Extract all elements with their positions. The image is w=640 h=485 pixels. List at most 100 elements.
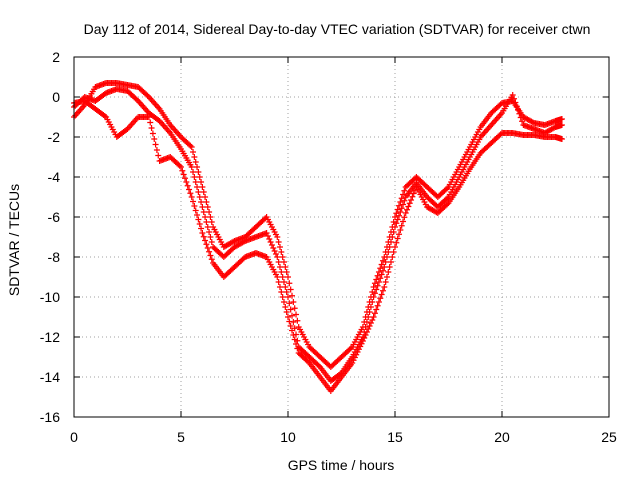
- data-point: [386, 264, 393, 270]
- data-point: [289, 327, 296, 334]
- data-point: [558, 122, 565, 128]
- data-point: [401, 187, 408, 194]
- data-point: [282, 284, 289, 290]
- data-point: [404, 206, 411, 213]
- x-tick-label: 20: [494, 429, 510, 445]
- y-tick-label: 0: [52, 89, 60, 105]
- grid-lines: [74, 57, 609, 417]
- data-point: [153, 147, 160, 153]
- data-point: [401, 197, 408, 204]
- data-points: [71, 80, 565, 394]
- data-point: [268, 242, 275, 248]
- data-point: [287, 286, 294, 293]
- data-point: [282, 264, 289, 270]
- data-point: [283, 289, 290, 295]
- data-point: [275, 239, 282, 245]
- data-point: [363, 319, 370, 325]
- data-point: [272, 251, 279, 257]
- data-point: [374, 302, 381, 309]
- data-point: [101, 113, 108, 119]
- data-point: [509, 92, 516, 98]
- data-point: [266, 236, 273, 242]
- data-point: [381, 284, 388, 290]
- data-point: [390, 249, 397, 255]
- data-point: [188, 144, 195, 150]
- data-point: [200, 233, 207, 240]
- data-point: [402, 210, 409, 216]
- data-point: [293, 311, 300, 318]
- data-point: [200, 209, 207, 215]
- data-point: [152, 141, 159, 148]
- data-point: [351, 354, 358, 361]
- data-point: [204, 204, 211, 210]
- data-point: [444, 195, 451, 202]
- data-point: [291, 305, 298, 312]
- data-point: [370, 294, 377, 300]
- data-point: [207, 214, 214, 220]
- data-point: [511, 95, 518, 102]
- y-tick-label: -6: [48, 209, 61, 225]
- data-point: [207, 252, 214, 259]
- data-point: [203, 241, 210, 248]
- data-point: [382, 279, 389, 285]
- data-point: [278, 289, 285, 295]
- data-point: [206, 229, 213, 235]
- data-point: [187, 142, 194, 149]
- data-point: [305, 358, 312, 365]
- data-point: [276, 264, 283, 270]
- data-point: [279, 294, 286, 300]
- data-point: [267, 239, 274, 245]
- data-point: [180, 171, 187, 178]
- data-point: [195, 216, 202, 223]
- data-point: [383, 254, 390, 260]
- data-point: [191, 174, 198, 180]
- data-point: [382, 259, 389, 265]
- data-point: [350, 357, 357, 364]
- data-point: [200, 189, 207, 195]
- data-point: [444, 185, 451, 192]
- x-tick-label: 10: [280, 429, 296, 445]
- data-point: [203, 219, 210, 225]
- data-point: [358, 340, 365, 347]
- data-point: [275, 259, 282, 265]
- data-point: [400, 218, 407, 225]
- data-point: [393, 220, 400, 227]
- data-point: [398, 205, 405, 212]
- y-tick-label: -14: [40, 369, 60, 385]
- data-point: [202, 194, 209, 200]
- data-point: [206, 209, 213, 215]
- data-point: [373, 306, 380, 313]
- data-point: [230, 238, 237, 245]
- data-point: [287, 306, 294, 313]
- data-point: [519, 118, 526, 125]
- data-point: [275, 279, 282, 285]
- data-point: [188, 194, 195, 200]
- data-point: [274, 274, 281, 280]
- y-tick-label: -4: [48, 169, 61, 185]
- data-point: [293, 341, 300, 347]
- data-point: [278, 249, 285, 255]
- data-point: [369, 317, 376, 323]
- data-point: [208, 219, 215, 225]
- data-point: [270, 245, 277, 251]
- data-point: [444, 201, 451, 208]
- data-point: [271, 248, 278, 254]
- x-axis-label: GPS time / hours: [288, 457, 395, 473]
- data-point: [366, 309, 373, 315]
- plot-frame: [73, 56, 610, 418]
- data-point: [285, 314, 291, 320]
- y-tick-label: -12: [40, 329, 60, 345]
- data-point: [294, 345, 301, 352]
- data-point: [371, 310, 378, 317]
- data-point: [387, 259, 394, 265]
- data-point: [365, 314, 372, 320]
- data-point: [379, 287, 386, 294]
- data-point: [387, 239, 394, 245]
- data-point: [392, 244, 398, 250]
- y-tick-label: 2: [52, 49, 60, 65]
- data-point: [290, 299, 297, 305]
- data-point: [192, 159, 199, 165]
- data-point: [202, 214, 209, 220]
